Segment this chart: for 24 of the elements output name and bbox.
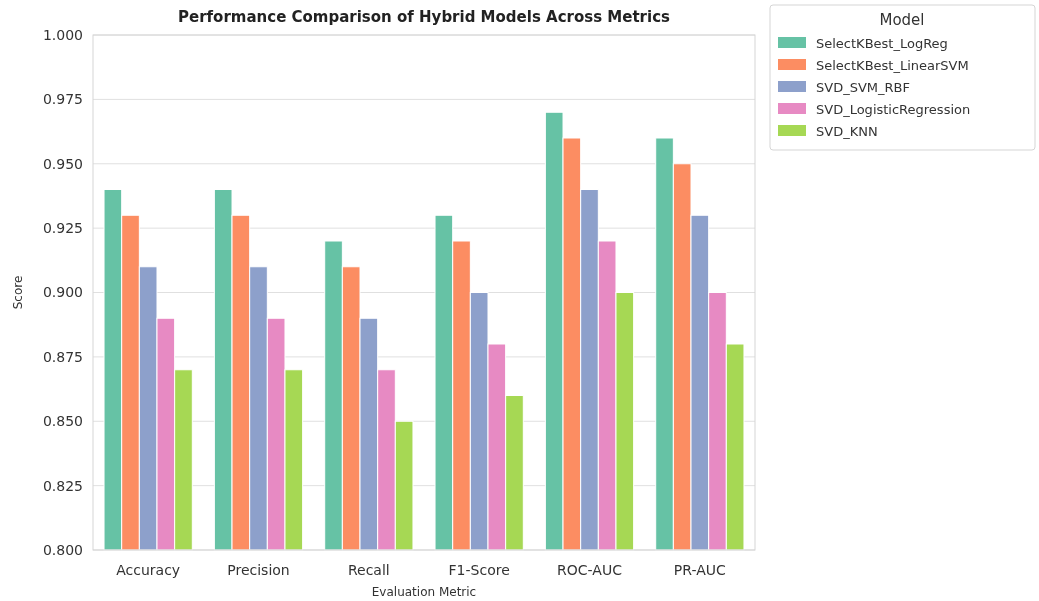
y-tick-label: 0.850: [42, 413, 83, 430]
legend-label: SVD_KNN: [816, 123, 878, 139]
y-axis-title: Score: [11, 275, 25, 310]
x-tick-label: PR-AUC: [673, 561, 727, 578]
y-tick-label: 0.875: [42, 348, 83, 365]
y-tick-label: 0.900: [42, 284, 83, 301]
y-tick-label: 0.975: [42, 91, 83, 108]
x-tick-label: Recall: [347, 561, 390, 578]
legend-title: Model: [879, 11, 925, 29]
x-tick-label: Accuracy: [116, 561, 181, 578]
x-tick-label: F1-Score: [448, 561, 510, 578]
y-tick-label: 0.825: [42, 477, 83, 494]
x-tick-label: Precision: [227, 561, 290, 578]
x-tick-label: ROC-AUC: [557, 561, 623, 578]
y-tick-label: 0.925: [42, 220, 83, 237]
chart-title: Performance Comparison of Hybrid Models Across Metrics: [178, 8, 671, 26]
y-tick-label: 0.800: [42, 541, 83, 558]
y-tick-label: 1.000: [42, 26, 83, 43]
legend-label: SVD_LogisticRegression: [816, 101, 971, 117]
legend-label: SelectKBest_LogReg: [816, 35, 948, 51]
legend-label: SVD_SVM_RBF: [816, 79, 910, 95]
legend-label: SelectKBest_LinearSVM: [816, 57, 969, 73]
y-tick-label: 0.950: [42, 155, 83, 172]
x-axis-title: Evaluation Metric: [371, 585, 477, 600]
